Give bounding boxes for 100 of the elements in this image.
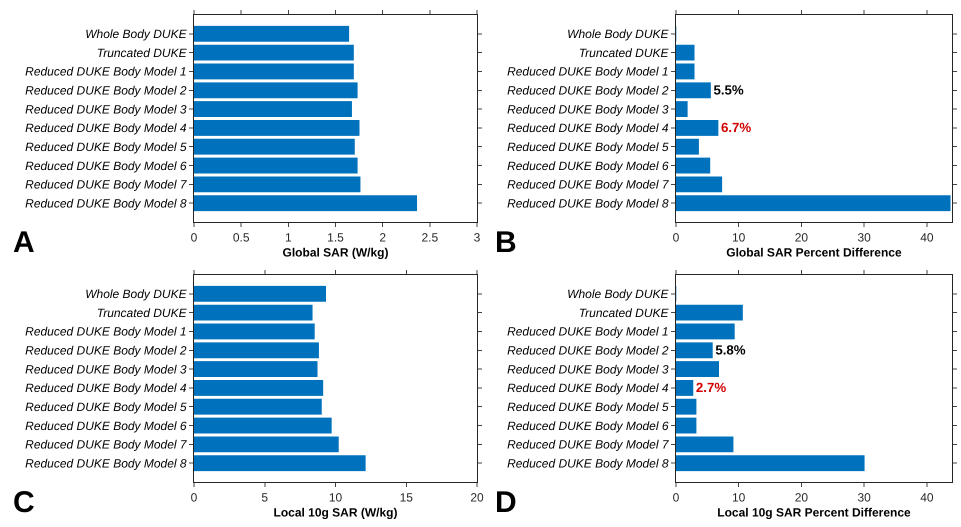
x-tick-label: 15 (400, 490, 414, 504)
y-tick-label: Whole Body DUKE (567, 27, 670, 42)
y-tick-label: Truncated DUKE (578, 306, 670, 320)
x-axis-title: Local 10g SAR Percent Difference (717, 505, 911, 520)
data-label: 5.5% (713, 82, 744, 98)
y-tick-label: Reduced DUKE Body Model 7 (507, 178, 670, 192)
y-tick-label: Reduced DUKE Body Model 8 (507, 196, 669, 210)
x-tick-label: 0 (672, 230, 680, 244)
bar (194, 304, 313, 321)
y-tick-label: Truncated DUKE (578, 46, 670, 60)
x-axis-title: Global SAR (W/kg) (282, 245, 389, 260)
y-tick-label: Truncated DUKE (96, 306, 188, 320)
y-tick-label: Reduced DUKE Body Model 7 (25, 438, 188, 452)
y-tick-label: Reduced DUKE Body Model 4 (25, 381, 187, 396)
bar (676, 342, 713, 358)
bar (676, 436, 734, 452)
y-tick-label: Reduced DUKE Body Model 7 (25, 178, 188, 192)
y-tick-label: Reduced DUKE Body Model 5 (25, 140, 187, 154)
x-tick-label: 40 (920, 230, 934, 244)
x-tick-label: 20 (794, 490, 808, 504)
bar (194, 120, 360, 136)
bar (194, 286, 326, 302)
x-tick-label: 3 (474, 230, 481, 244)
x-tick-label: 0 (190, 230, 198, 244)
y-tick-label: Reduced DUKE Body Model 5 (507, 400, 669, 414)
bar (194, 380, 324, 396)
bar (194, 324, 315, 340)
y-tick-label: Reduced DUKE Body Model 2 (25, 343, 187, 358)
bar (676, 418, 696, 434)
bar (194, 82, 358, 98)
y-tick-label: Reduced DUKE Body Model 2 (507, 343, 669, 358)
x-tick-label: 10 (328, 490, 342, 504)
data-label: 6.7% (720, 120, 752, 135)
bar (676, 120, 718, 136)
bar (676, 455, 865, 472)
y-tick-label: Reduced DUKE Body Model 2 (507, 83, 669, 98)
x-axis-title: Local 10g SAR (W/kg) (273, 505, 398, 520)
text: C (13, 486, 35, 519)
bar (676, 195, 951, 212)
y-tick-label: Whole Body DUKE (85, 287, 188, 302)
text: A (13, 226, 35, 259)
y-tick-label: Truncated DUKE (96, 46, 188, 60)
bar (194, 44, 354, 61)
x-tick-label: 5 (261, 490, 268, 504)
bar (194, 436, 339, 452)
x-tick-label: 20 (470, 490, 484, 504)
data-label: 2.7% (696, 380, 726, 395)
bar (194, 64, 354, 80)
y-tick-label: Reduced DUKE Body Model 3 (507, 362, 669, 376)
data-label: 5.8% (715, 342, 746, 358)
y-tick-label: Reduced DUKE Body Model 6 (507, 158, 669, 173)
x-tick-label: 40 (920, 490, 934, 504)
bar (676, 101, 688, 118)
bar (194, 342, 319, 358)
y-tick-label: Reduced DUKE Body Model 6 (25, 158, 187, 173)
y-tick-label: Reduced DUKE Body Model 4 (507, 381, 669, 396)
bar (676, 380, 694, 396)
bar (676, 398, 696, 415)
y-tick-label: Reduced DUKE Body Model 2 (25, 83, 187, 98)
x-tick-label: 10 (732, 490, 746, 504)
bar (676, 44, 695, 61)
y-tick-label: Whole Body DUKE (85, 27, 188, 42)
x-tick-label: 0.5 (232, 230, 250, 244)
bar (194, 176, 360, 192)
y-tick-label: Reduced DUKE Body Model 4 (507, 121, 669, 136)
y-tick-label: Reduced DUKE Body Model 1 (25, 64, 187, 79)
x-tick-label: 10 (732, 230, 746, 244)
x-tick-label: 0 (190, 490, 198, 504)
y-tick-label: Reduced DUKE Body Model 3 (507, 102, 669, 116)
bar (676, 82, 711, 98)
bar (194, 455, 366, 472)
y-tick-label: Reduced DUKE Body Model 8 (25, 456, 187, 470)
bar (194, 361, 318, 378)
bar (194, 398, 322, 415)
bar (676, 304, 743, 321)
y-tick-label: Reduced DUKE Body Model 1 (507, 64, 669, 79)
y-tick-label: Reduced DUKE Body Model 5 (507, 140, 669, 154)
bar (194, 26, 350, 42)
x-tick-label: 30 (857, 490, 872, 504)
y-tick-label: Reduced DUKE Body Model 3 (25, 362, 187, 376)
bar (194, 138, 355, 155)
bar (194, 158, 358, 174)
y-tick-label: Reduced DUKE Body Model 6 (25, 418, 187, 433)
bar (676, 176, 722, 192)
y-tick-label: Reduced DUKE Body Model 8 (25, 196, 187, 210)
y-tick-label: Reduced DUKE Body Model 5 (25, 400, 187, 414)
bar (194, 418, 332, 434)
y-tick-label: Reduced DUKE Body Model 1 (507, 324, 669, 339)
y-tick-label: Reduced DUKE Body Model 3 (25, 102, 187, 116)
x-tick-label: 1.5 (327, 230, 344, 244)
x-tick-label: 2 (379, 230, 386, 244)
y-tick-label: Reduced DUKE Body Model 7 (507, 438, 670, 452)
y-tick-label: Whole Body DUKE (567, 287, 670, 302)
y-tick-label: Reduced DUKE Body Model 1 (25, 324, 187, 339)
x-tick-label: 2.5 (422, 230, 439, 244)
x-tick-label: 1 (284, 230, 292, 244)
x-tick-label: 30 (857, 230, 872, 244)
x-tick-label: 0 (672, 490, 680, 504)
bar (194, 195, 418, 212)
bar (676, 324, 735, 340)
